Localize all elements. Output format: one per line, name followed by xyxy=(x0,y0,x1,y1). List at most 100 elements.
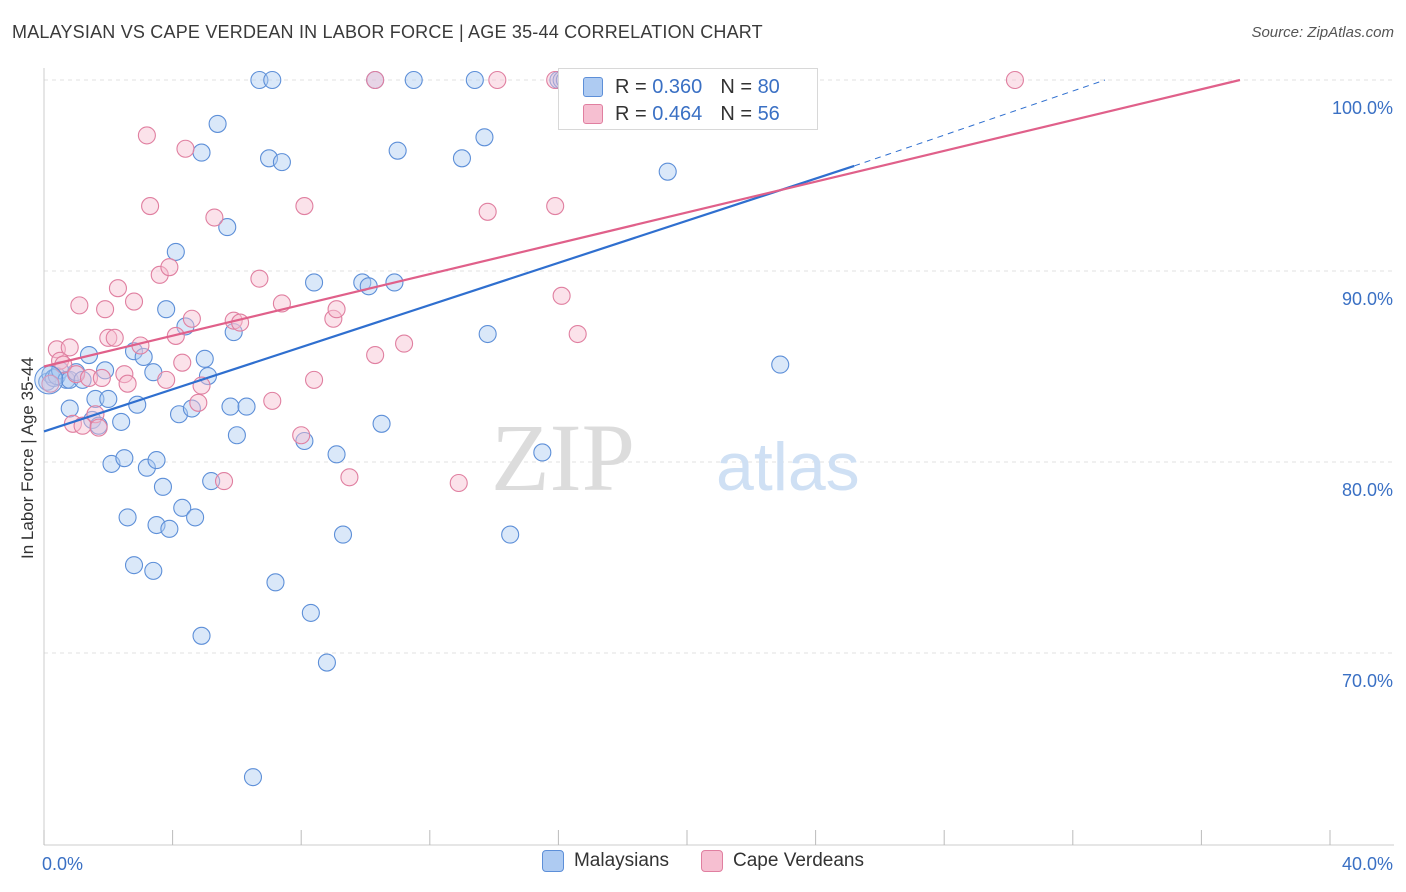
cape-verdeans-point xyxy=(250,269,269,288)
malaysians-point xyxy=(112,412,131,431)
legend-item-malaysians[interactable]: Malaysians xyxy=(541,850,670,872)
malaysians-point xyxy=(658,162,677,181)
y-axis-label: In Labor Force | Age 35-44 xyxy=(18,357,37,559)
cape-verdeans-point xyxy=(231,313,250,332)
malaysians-point xyxy=(99,389,118,409)
malaysians-point xyxy=(208,114,227,133)
y-tick-label: 90.0% xyxy=(1342,289,1393,309)
malaysians-point xyxy=(263,70,282,90)
malaysians-point xyxy=(243,768,263,787)
malaysians-point xyxy=(157,300,176,319)
cape-verdeans-point xyxy=(79,368,99,388)
cape-verdeans-point xyxy=(205,208,224,227)
y-tick-label: 80.0% xyxy=(1342,480,1393,500)
cape-verdeans-point xyxy=(189,393,208,412)
malaysians-point xyxy=(124,556,144,575)
malaysians-cluster-point xyxy=(34,365,64,395)
malaysians-point xyxy=(305,273,324,292)
cape-verdeans-point xyxy=(488,70,507,90)
stats-row-cape-verdeans: R = 0.464 N = 56 xyxy=(583,99,780,129)
cape-verdeans-point xyxy=(89,418,108,437)
malaysians-point xyxy=(218,218,237,237)
malaysians-trend-extension xyxy=(854,79,1106,167)
cape-verdeans-point xyxy=(137,126,156,145)
cape-verdeans-point xyxy=(263,391,282,410)
y-tick-label: 100.0% xyxy=(1332,98,1393,118)
malaysians-point xyxy=(192,143,211,162)
cape-verdeans-point xyxy=(92,368,111,388)
chart-title: MALAYSIAN VS CAPE VERDEAN IN LABOR FORCE… xyxy=(12,22,763,42)
malaysians-point xyxy=(295,431,314,451)
tick-labels: 70.0% 80.0% 90.0% 100.0% 0.0% 40.0% xyxy=(42,98,1393,874)
legend-item-cape-verdeans[interactable]: Cape Verdeans xyxy=(701,850,864,872)
malaysians-point xyxy=(192,626,211,645)
stats-row-malaysians: R = 0.360 N = 80 xyxy=(583,72,780,102)
legend-label: Malaysians xyxy=(573,850,670,871)
cape-verdeans-point xyxy=(99,328,118,347)
watermark-atlas: atlas xyxy=(716,429,860,505)
cape-verdeans-point xyxy=(124,292,144,311)
malaysians-point xyxy=(186,508,205,527)
malaysians-point xyxy=(404,70,423,90)
cape-verdeans-point xyxy=(340,468,359,487)
y-tick-label: 70.0% xyxy=(1342,671,1393,691)
malaysians-point xyxy=(272,153,291,172)
malaysians-point xyxy=(317,653,336,672)
malaysians-point xyxy=(115,449,134,468)
cape-verdeans-point xyxy=(552,286,571,305)
cape-verdeans-point xyxy=(295,197,314,216)
cape-verdeans-point xyxy=(327,300,346,319)
cape-verdeans-point xyxy=(449,473,468,493)
cape-verdeans-point xyxy=(108,279,127,298)
cape-verdeans-point xyxy=(395,334,414,353)
cape-verdeans-point xyxy=(141,197,160,216)
malaysians-point xyxy=(327,445,346,464)
watermark-zip: ZIP xyxy=(491,404,635,511)
malaysians-point xyxy=(478,324,497,344)
cape-verdeans-point xyxy=(305,370,324,389)
malaysians-point xyxy=(60,399,79,418)
cape-verdeans-point xyxy=(70,296,89,315)
cape-verdeans-point xyxy=(366,345,385,365)
cape-verdeans-point xyxy=(157,370,176,389)
malaysians-point xyxy=(166,242,185,261)
watermark: ZIP atlas xyxy=(491,404,860,511)
cape-verdeans-point xyxy=(324,309,343,328)
malaysians-point xyxy=(771,355,790,374)
cape-verdeans-point xyxy=(546,197,565,216)
malaysians-point xyxy=(221,397,240,416)
malaysians-point xyxy=(388,141,407,160)
x-tick-label: 0.0% xyxy=(42,854,83,874)
malaysians-point xyxy=(195,349,214,368)
malaysians-point xyxy=(160,519,179,538)
malaysians-point xyxy=(137,458,156,477)
malaysians-point xyxy=(465,70,484,90)
malaysians-point xyxy=(118,508,137,527)
cape-verdeans-point xyxy=(60,338,79,357)
cape-verdeans-point xyxy=(73,416,92,435)
malaysians-point xyxy=(153,477,173,496)
r-value: 0.464 xyxy=(652,102,703,125)
cape-verdeans-point xyxy=(41,374,60,393)
cape-verdeans-point xyxy=(150,265,169,284)
cape-verdeans-point xyxy=(1005,70,1024,90)
cape-verdeans-point xyxy=(292,426,311,445)
stats-legend: R = 0.360 N = 80 R = 0.464 N = 56 xyxy=(558,68,818,130)
malaysians-point xyxy=(475,128,494,147)
malaysians-point xyxy=(237,397,256,416)
n-value: 80 xyxy=(757,75,780,98)
cape-verdeans-legend-swatch xyxy=(701,850,724,872)
n-label: N = xyxy=(720,75,752,98)
cape-verdeans-point xyxy=(182,309,201,328)
n-label: N = xyxy=(720,102,752,125)
malaysians-point xyxy=(134,347,153,367)
n-value: 56 xyxy=(757,102,780,125)
malaysians-point xyxy=(250,70,269,90)
r-label: R = xyxy=(615,102,647,125)
r-label: R = xyxy=(615,75,647,98)
malaysians-point xyxy=(333,525,353,544)
malaysians-point xyxy=(202,472,221,491)
cape-verdeans-point xyxy=(118,374,137,393)
malaysians-point xyxy=(301,603,320,622)
malaysians-point xyxy=(372,414,391,433)
